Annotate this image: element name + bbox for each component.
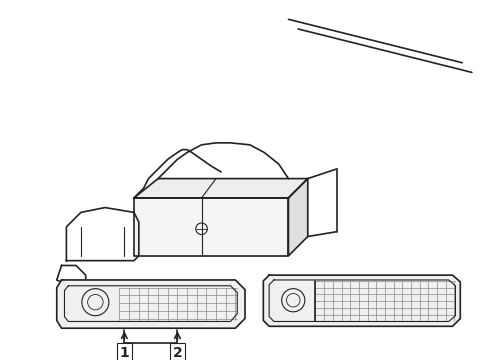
Text: 2: 2 (172, 346, 182, 360)
Polygon shape (134, 179, 308, 198)
Polygon shape (289, 179, 308, 256)
Polygon shape (263, 275, 460, 326)
Polygon shape (134, 198, 289, 256)
Polygon shape (57, 280, 245, 328)
Text: 1: 1 (120, 346, 129, 360)
